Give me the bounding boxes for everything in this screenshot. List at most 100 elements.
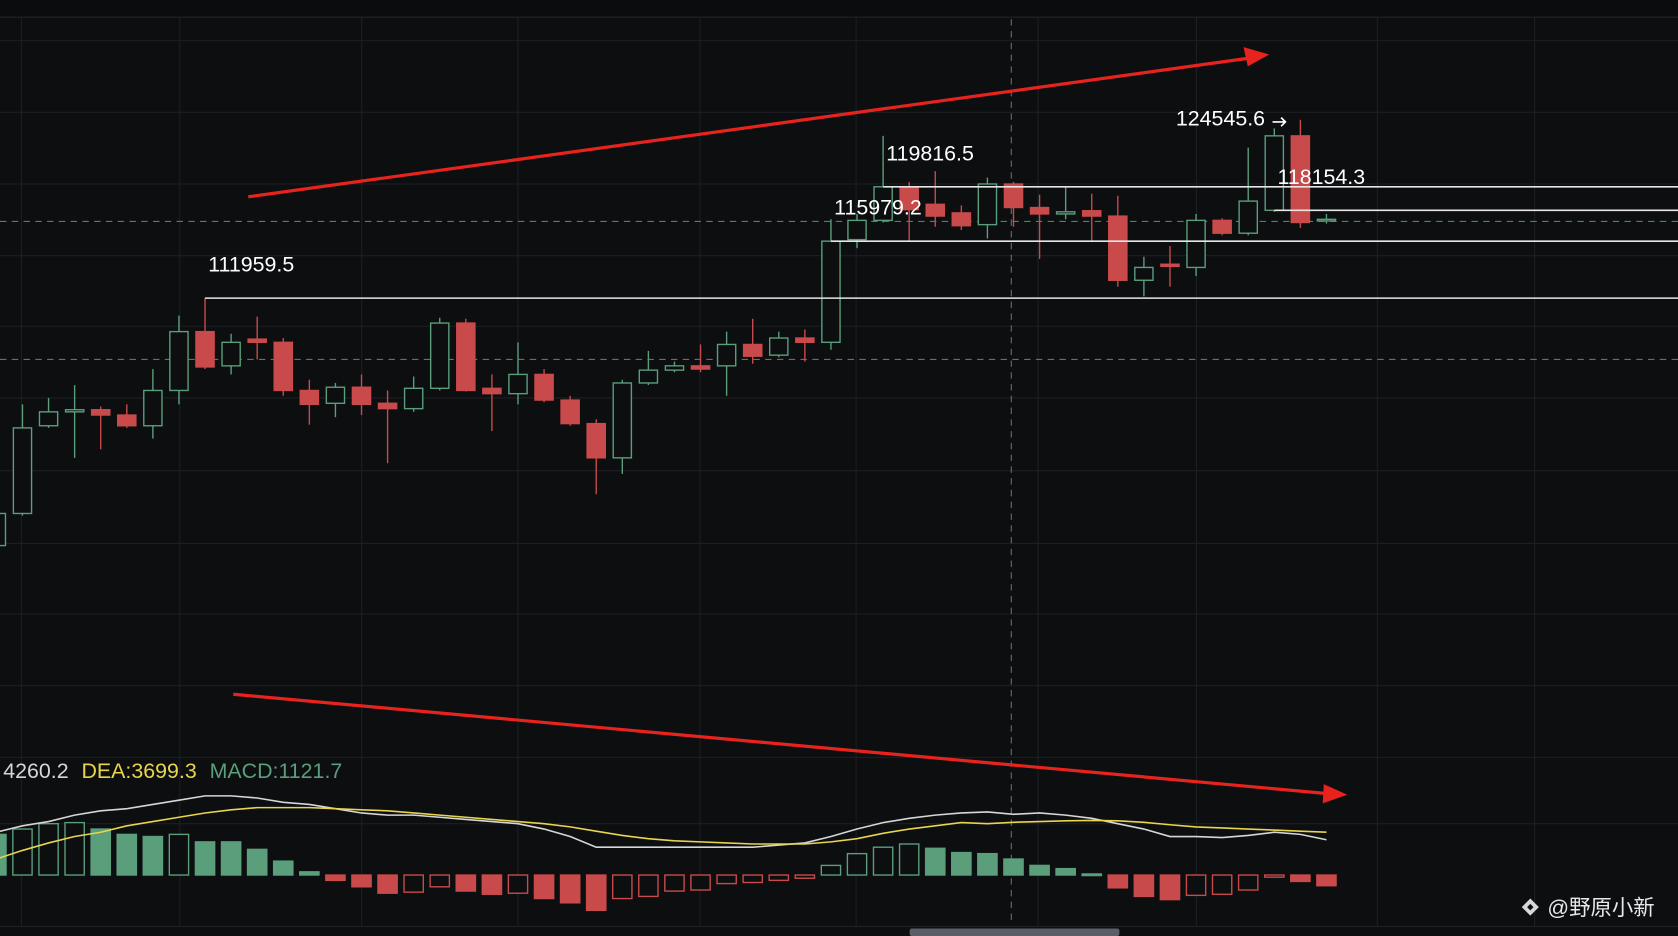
candle-body [299, 389, 320, 406]
candle-body [1134, 266, 1154, 281]
macd-bar [1055, 867, 1076, 876]
trend-arrow-down [233, 692, 1348, 804]
macd-bar [12, 828, 33, 876]
candle-body [64, 409, 85, 413]
candle-body [951, 212, 972, 227]
macd-bar [351, 874, 372, 888]
candle-body [534, 373, 554, 401]
candle-body [325, 386, 346, 404]
macd-bar [1316, 874, 1337, 887]
macd-bar [1211, 874, 1233, 895]
macd-bar [1185, 874, 1207, 897]
macd-bar [559, 874, 581, 904]
candle-body [795, 337, 815, 344]
macd-bar [1290, 874, 1311, 883]
price-label: 118154.3 [1278, 165, 1366, 189]
macd-bar [246, 848, 268, 876]
candle-body [716, 343, 737, 367]
macd-bar [690, 874, 711, 891]
macd-bar [716, 874, 737, 885]
candle-body [1029, 206, 1050, 215]
candle-body [742, 343, 763, 357]
candle-body [429, 322, 450, 390]
macd-bar [1133, 874, 1155, 898]
macd-bar [194, 841, 216, 876]
macd-bar [403, 874, 424, 893]
macd-bar [0, 833, 7, 876]
macd-label: 4260.2 [3, 759, 68, 783]
candle-body [1212, 219, 1232, 234]
macd-bar [1029, 864, 1050, 876]
candle-body [586, 422, 607, 459]
arrow-line [248, 56, 1253, 199]
macd-bar [168, 833, 190, 876]
macd-label: MACD:1121.7 [210, 759, 343, 783]
candle-body [664, 365, 685, 371]
macd-bar [846, 852, 868, 876]
macd-bar [898, 843, 920, 876]
candle-body [1003, 183, 1024, 209]
macd-bar [481, 874, 503, 895]
candle-body [1081, 210, 1102, 217]
macd-bar [64, 821, 85, 876]
candle-body [195, 330, 215, 368]
candle-body [116, 414, 137, 427]
macd-bar [951, 851, 972, 876]
candle-body [977, 183, 998, 226]
candle-body [482, 387, 502, 395]
macd-bar [794, 874, 816, 879]
candle-body [690, 365, 711, 370]
candle-body [90, 409, 111, 416]
candle-body [169, 330, 189, 392]
trend-arrow-up [248, 47, 1270, 199]
macd-bar [429, 874, 451, 888]
candle-body [847, 219, 867, 241]
candle-body [1186, 219, 1206, 269]
macd-bar [377, 874, 398, 894]
candle-body [1290, 135, 1311, 224]
candle-body [768, 337, 789, 356]
candle-body [821, 240, 841, 344]
macd-bar [611, 874, 633, 900]
macd-bar [1237, 874, 1259, 891]
arrow-head [1243, 47, 1270, 67]
macd-label: DEA:3699.3 [81, 759, 196, 783]
macd-bar [1263, 874, 1285, 878]
candle-body [38, 411, 59, 427]
macd-bar [90, 828, 112, 876]
macd-bar [664, 874, 685, 892]
candle-body [0, 512, 7, 547]
candle-body [273, 341, 294, 392]
macd-bar [977, 852, 998, 876]
macd-bar [142, 835, 164, 876]
price-label: 115979.2 [834, 196, 922, 220]
macd-bar [585, 874, 607, 912]
price-label: 111959.5 [208, 253, 294, 277]
scrollbar[interactable] [909, 928, 1120, 936]
top-bar [0, 0, 1678, 18]
macd-bar [768, 874, 790, 882]
candle-body [508, 373, 528, 395]
candle-body [1160, 263, 1180, 268]
macd-bar [220, 841, 242, 876]
price-label: 119816.5 [886, 141, 974, 165]
candle-body [403, 387, 424, 410]
candle-body [143, 389, 163, 427]
arrow-head [1322, 784, 1348, 804]
candle-body [560, 399, 580, 425]
macd-bar [272, 860, 294, 876]
macd-bar [1081, 873, 1103, 877]
macd-bar [924, 847, 946, 876]
candle-body [247, 338, 267, 344]
watermark-text: @野原小新 [1547, 896, 1654, 920]
watermark-icon [1521, 898, 1539, 916]
macd-bar [38, 822, 59, 876]
macd-bar [1107, 874, 1129, 889]
macd-bar [820, 864, 842, 876]
candle-body [221, 341, 241, 367]
macd-bar [455, 874, 477, 892]
candle-body [612, 382, 633, 459]
macd-bar [638, 874, 659, 898]
